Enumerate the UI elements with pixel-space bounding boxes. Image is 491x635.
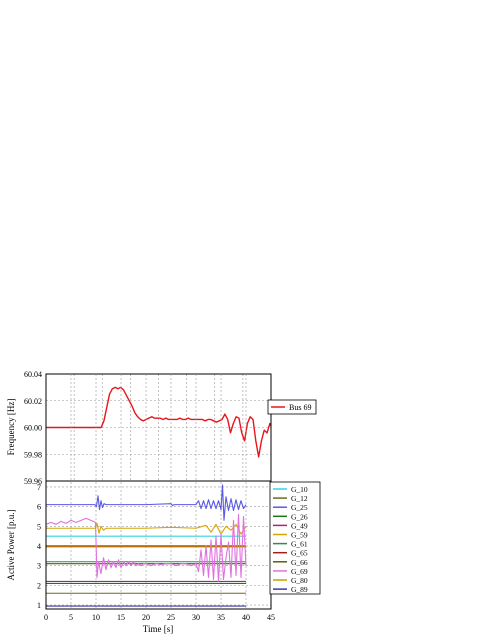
legend-label-g-10: G_10 [291, 485, 308, 494]
legend-label-g-89: G_89 [291, 585, 308, 594]
time-x-axis-label: Time [s] [143, 624, 173, 634]
active-power-y-tick-label: 3 [37, 562, 41, 571]
active-power-y-tick-label: 1 [37, 601, 41, 610]
legend-label-g-65: G_65 [291, 549, 308, 558]
time-x-tick-label: 25 [167, 613, 175, 622]
active-power-grid [46, 374, 271, 609]
frequency-legend-box [267, 399, 317, 415]
legend-label-g-25: G_25 [291, 503, 308, 512]
time-x-tick-label: 15 [117, 613, 125, 622]
time-x-tick-label: 30 [192, 613, 200, 622]
legend-label-g-80: G_80 [291, 576, 308, 585]
frequency-y-tick-label: 60.00 [24, 424, 42, 433]
legend-label-g-49: G_49 [291, 521, 308, 530]
time-x-tick-label: 20 [142, 613, 150, 622]
frequency-y-tick-label: 60.04 [24, 370, 42, 379]
frequency-series [46, 386, 272, 458]
legend-label-g-12: G_12 [291, 494, 308, 503]
legend-label-bus-69: Bus 69 [289, 403, 311, 412]
legend-label-g-26: G_26 [291, 512, 308, 521]
series-line-bus-69 [46, 386, 272, 458]
active-power-legend: G_10G_12G_25G_26G_49G_59G_61G_65G_66G_69… [269, 481, 321, 595]
time-x-tick-label: 5 [69, 613, 73, 622]
frequency-y-axis-label: Frequency [Hz] [6, 399, 16, 456]
active-power-y-tick-label: 2 [37, 581, 41, 590]
frequency-y-tick-label: 59.96 [24, 477, 42, 486]
active-power-y-tick-label: 6 [37, 503, 41, 512]
frequency-chart: 60.04 60.02 60.00 59.98 59.96 Frequency [Hz]… [6, 370, 317, 486]
time-x-tick-label: 35 [217, 613, 225, 622]
active-power-x-ticks: 0 5 10 15 20 25 30 35 40 45 [44, 613, 275, 622]
active-power-legend-box [269, 481, 321, 595]
frequency-y-tick-label: 60.02 [24, 397, 42, 406]
frequency-y-ticks: 60.04 60.02 60.00 59.98 59.96 [24, 370, 42, 486]
series-line-g-25 [46, 484, 247, 521]
legend-label-g-66: G_66 [291, 558, 308, 567]
series-line-g-59 [46, 522, 247, 535]
series-line-g-69 [45, 513, 247, 582]
active-power-y-axis-label: Active Power [p.u.] [6, 510, 16, 581]
legend-label-g-59: G_59 [291, 531, 308, 540]
frequency-legend: Bus 69 [267, 399, 317, 415]
active-power-y-tick-label: 7 [37, 483, 41, 492]
frequency-y-tick-label: 59.98 [24, 450, 42, 459]
time-x-tick-label: 45 [267, 613, 275, 622]
active-power-series [45, 484, 247, 607]
legend-label-g-69: G_69 [291, 567, 308, 576]
active-power-y-tick-label: 5 [37, 522, 41, 531]
legend-label-g-61: G_61 [291, 540, 308, 549]
active-power-y-ticks: 1 2 3 4 5 6 7 [37, 483, 41, 610]
time-x-tick-label: 40 [242, 613, 250, 622]
time-x-tick-label: 10 [92, 613, 100, 622]
active-power-y-tick-label: 4 [37, 542, 41, 551]
time-x-tick-label: 0 [44, 613, 48, 622]
